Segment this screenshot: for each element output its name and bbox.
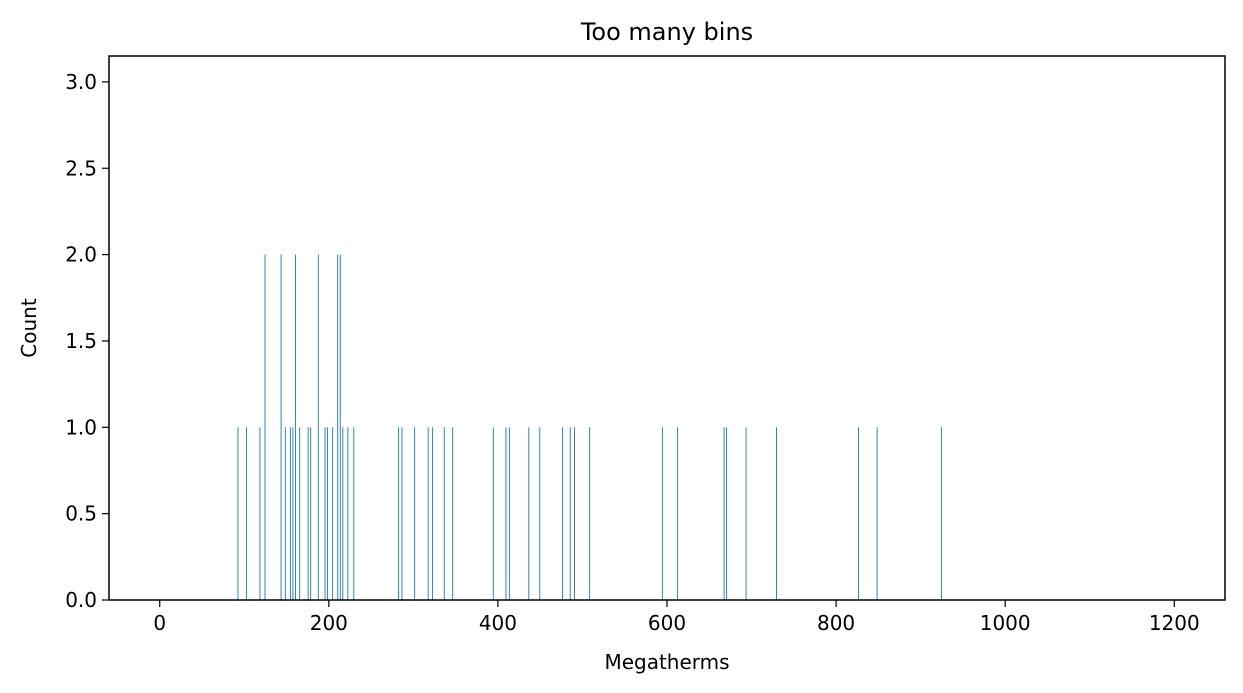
bar: [327, 427, 329, 600]
x-tick-label: 200: [310, 611, 348, 635]
bar: [562, 427, 564, 600]
y-tick-label: 3.0: [65, 70, 97, 94]
bar: [569, 427, 571, 600]
bar: [677, 427, 679, 600]
bar: [332, 427, 334, 600]
bar: [452, 427, 454, 600]
y-axis-label: Count: [17, 298, 41, 358]
bar: [508, 427, 510, 600]
y-tick-label: 2.0: [65, 243, 97, 267]
bar: [589, 427, 591, 600]
bar: [295, 254, 296, 600]
bar: [443, 427, 445, 600]
bar: [259, 427, 261, 600]
x-tick-label: 400: [479, 611, 517, 635]
bar: [245, 427, 247, 600]
y-tick-label: 0.5: [65, 502, 97, 526]
y-tick-label: 1.5: [65, 329, 97, 353]
bar: [284, 427, 286, 600]
bar: [401, 427, 403, 600]
bar: [427, 427, 429, 600]
bar: [574, 427, 575, 600]
bar: [726, 427, 728, 600]
bar: [347, 427, 349, 600]
bar: [237, 427, 239, 600]
chart-title: Too many bins: [580, 18, 753, 46]
bars-group: [237, 254, 942, 600]
y-tick-label: 0.0: [65, 588, 97, 612]
plot-frame: [108, 55, 1226, 601]
bar: [528, 427, 530, 600]
bar: [776, 427, 777, 600]
bar: [339, 254, 341, 600]
bar: [414, 427, 416, 600]
x-tick-label: 600: [648, 611, 686, 635]
bar: [876, 427, 878, 600]
x-axis: 0 200 400 600 800 1000 1200: [153, 600, 1200, 635]
bar: [299, 427, 301, 600]
bar: [661, 427, 663, 600]
bar: [745, 427, 747, 600]
bar: [280, 254, 282, 600]
bar: [940, 427, 942, 600]
bar: [307, 427, 309, 600]
x-tick-label: 800: [817, 611, 855, 635]
y-axis: 0.0 0.5 1.0 1.5 2.0 2.5 3.0: [65, 70, 109, 612]
bar: [723, 427, 725, 600]
y-tick-label: 1.0: [65, 415, 97, 439]
bar: [292, 427, 294, 600]
x-tick-label: 1000: [980, 611, 1031, 635]
bar: [505, 427, 507, 600]
bar: [858, 427, 859, 600]
bar: [264, 254, 266, 600]
bar: [342, 427, 344, 600]
x-tick-label: 1200: [1149, 611, 1200, 635]
bar: [398, 427, 400, 600]
x-tick-label: 0: [153, 611, 166, 635]
bar: [431, 427, 433, 600]
bar: [310, 427, 312, 600]
y-tick-label: 2.5: [65, 156, 97, 180]
bar: [539, 427, 541, 600]
bar: [353, 427, 355, 600]
x-axis-label: Megatherms: [604, 650, 729, 674]
bar: [317, 254, 319, 600]
bar: [337, 254, 339, 600]
bar: [324, 427, 326, 600]
bar: [492, 427, 494, 600]
bar: [289, 427, 291, 600]
